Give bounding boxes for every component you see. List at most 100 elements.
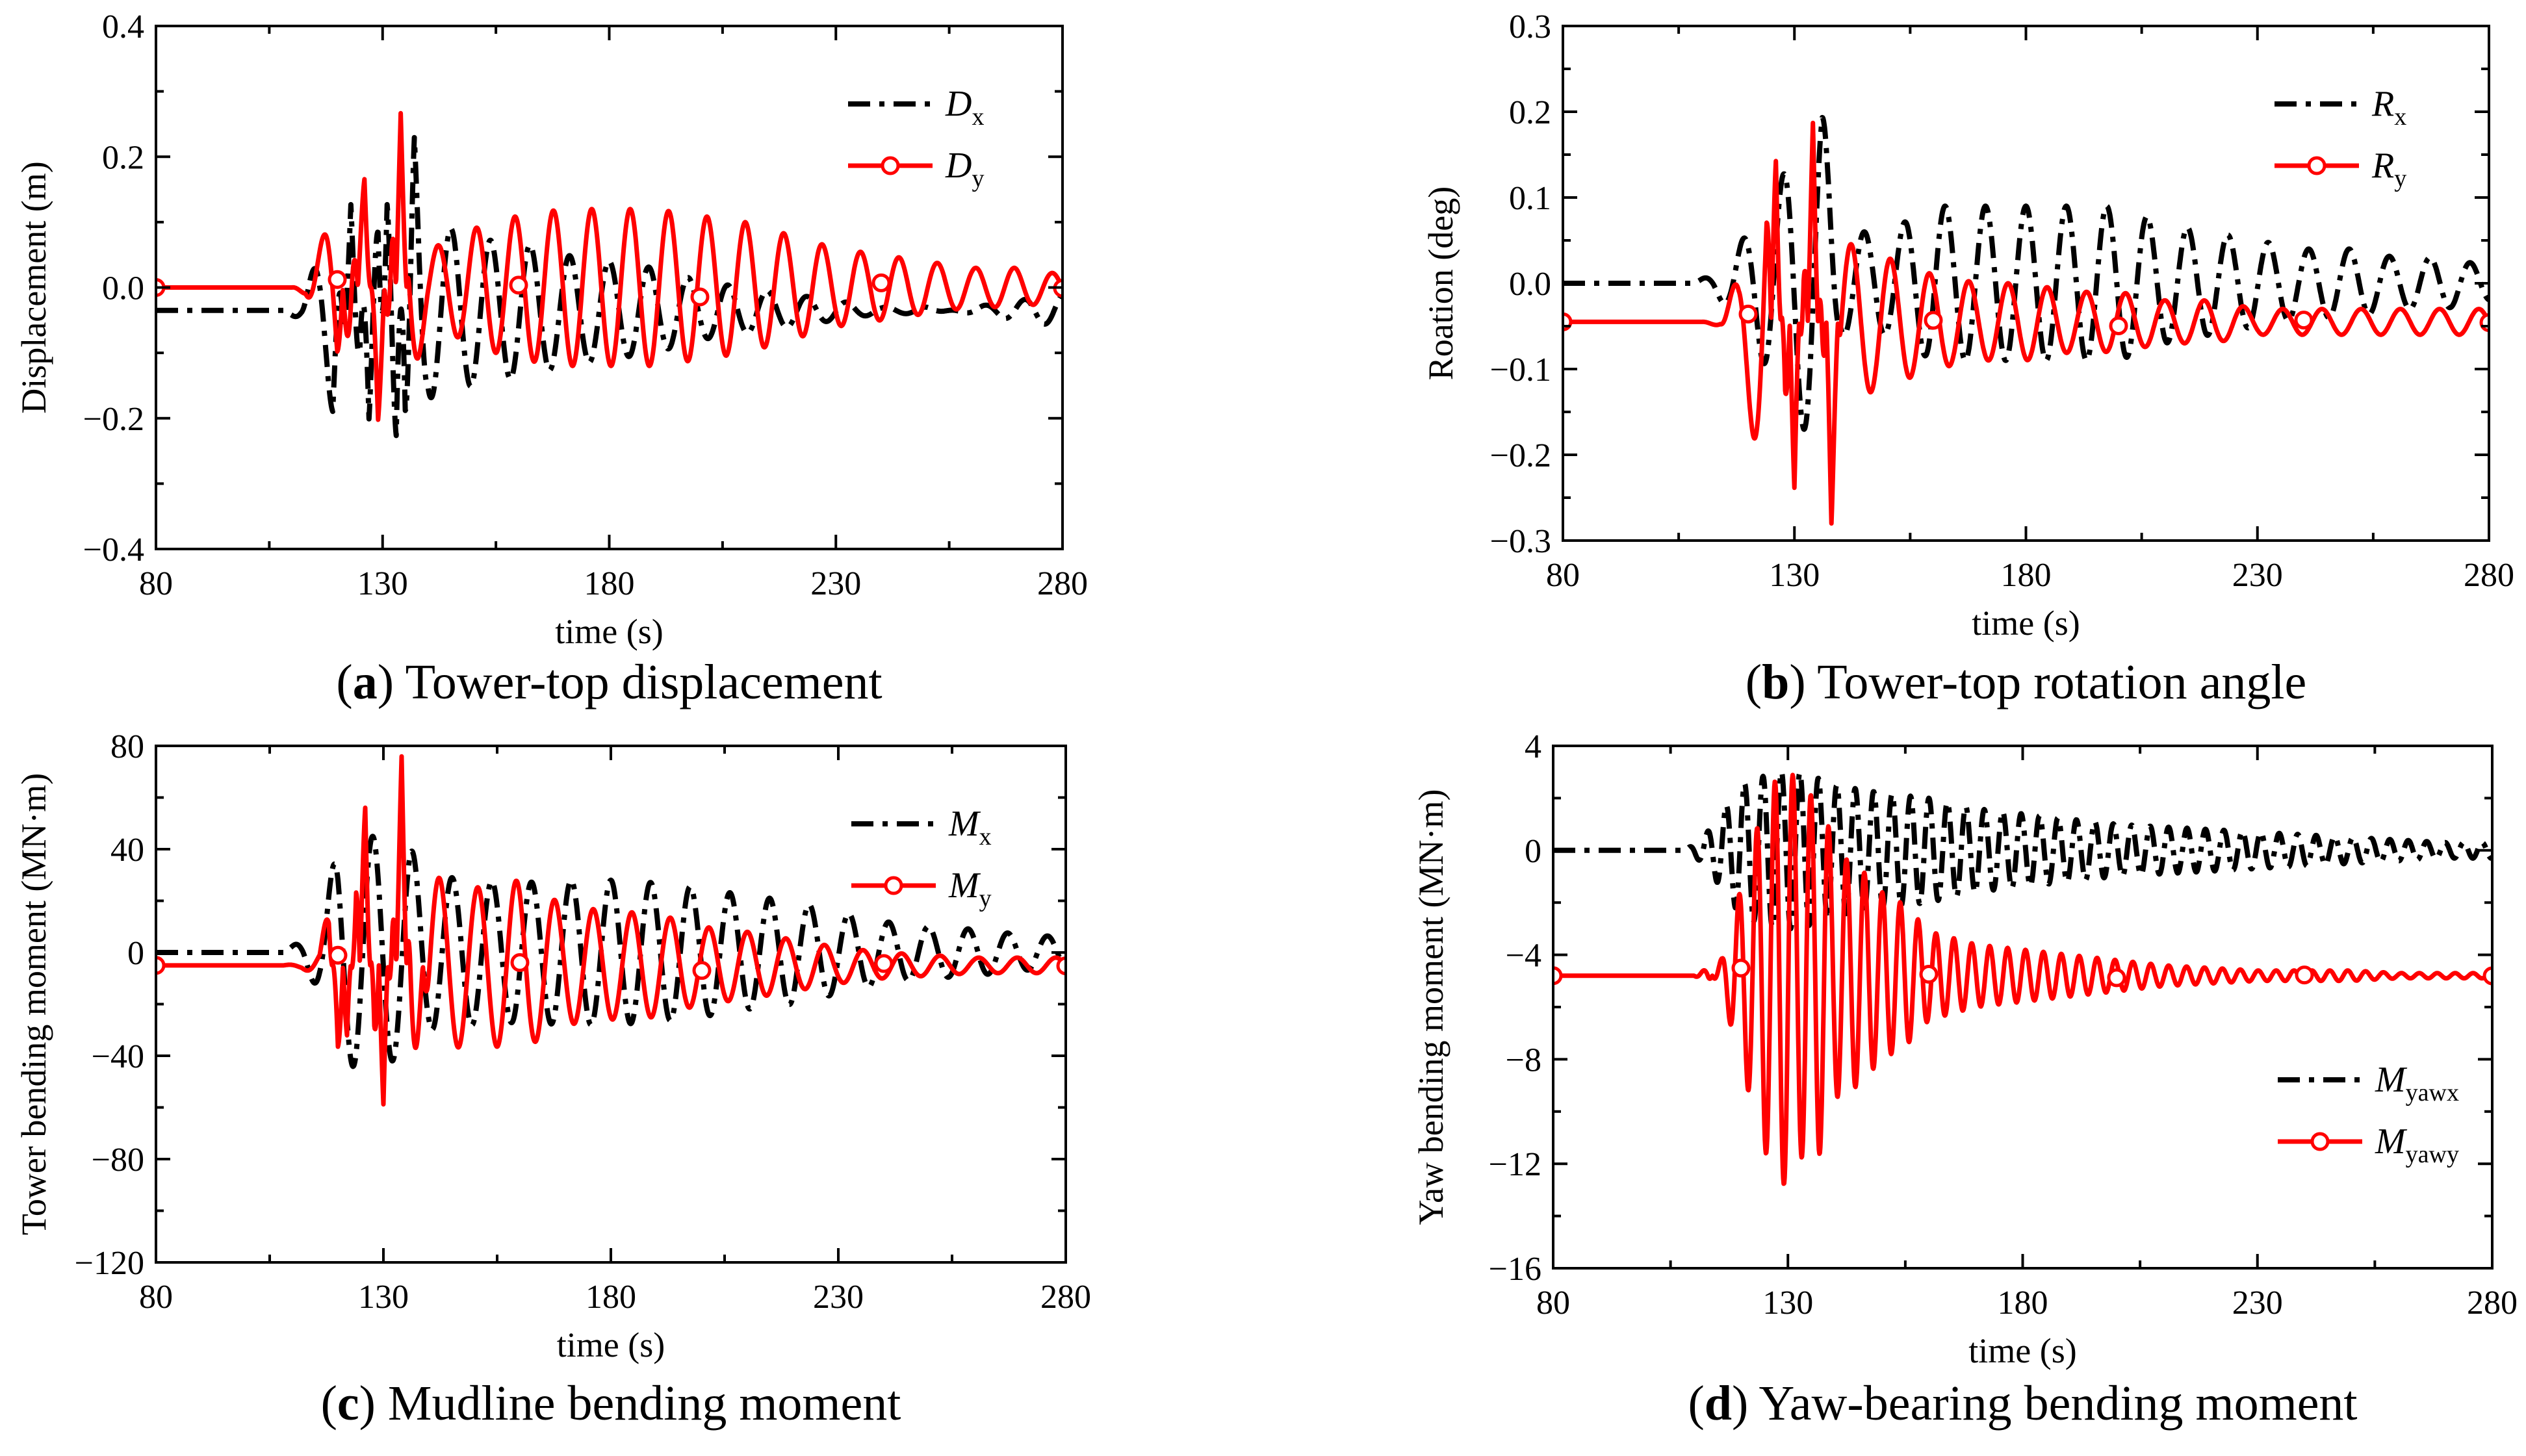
series-line-dy [156, 110, 1063, 422]
legend-entry: Dy [945, 146, 984, 192]
series-marker [2295, 965, 2314, 985]
x-tick-label: 80 [139, 1279, 173, 1316]
legend-entry: Mx [948, 804, 992, 850]
series-marker [874, 954, 894, 973]
series-marker [1924, 311, 1943, 330]
x-tick-label: 180 [586, 1279, 636, 1316]
y-tick-label: 0 [127, 935, 144, 972]
y-axis-label: Yaw bending moment (MN·m) [1411, 789, 1450, 1225]
x-tick-label: 280 [2464, 557, 2514, 594]
series-marker [1919, 965, 1939, 984]
y-tick-label: −0.2 [83, 401, 144, 438]
legend-entry: Rx [2371, 84, 2406, 131]
legend-marker [2307, 156, 2326, 175]
series-line-rx [1563, 114, 2489, 432]
series-marker [692, 961, 712, 980]
series-marker [2482, 966, 2492, 986]
x-axis-label: time (s) [1972, 604, 2080, 643]
x-tick-label: 130 [357, 565, 408, 602]
y-tick-label: 0.4 [102, 8, 144, 45]
legend: Dx Dy [848, 84, 984, 192]
y-tick-label: −40 [92, 1038, 144, 1075]
x-tick-label: 230 [813, 1279, 864, 1316]
x-tick-label: 230 [810, 565, 861, 602]
legend-marker [884, 876, 903, 895]
series-marker [328, 945, 348, 965]
x-axis-label: time (s) [1968, 1331, 2076, 1370]
panel-caption: (b) Tower-top rotation angle [1746, 655, 2306, 709]
plot-frame [1552, 745, 2494, 1270]
legend-entry: Ry [2371, 146, 2406, 192]
y-tick-label: −0.2 [1490, 437, 1551, 474]
series-marker [2294, 311, 2313, 330]
legend-marker [2310, 1132, 2330, 1151]
series-line-ry [1563, 120, 2489, 526]
y-tick-label: −8 [1506, 1041, 1541, 1079]
y-tick-label: −0.3 [1490, 523, 1551, 560]
legend-entry: Dx [945, 84, 984, 131]
series-line-my [156, 754, 1066, 1107]
panel-caption: (a) Tower-top displacement [336, 655, 882, 709]
legend: Myawx Myawy [2278, 1060, 2459, 1168]
y-tick-label: 80 [110, 728, 144, 765]
legend-entry: Myawx [2375, 1060, 2459, 1106]
y-tick-label: −12 [1489, 1146, 1541, 1183]
x-tick-label: 80 [1536, 1284, 1570, 1322]
y-tick-label: −4 [1506, 938, 1541, 975]
y-tick-label: 0.2 [102, 139, 144, 176]
x-tick-label: 280 [1040, 1279, 1091, 1316]
y-tick-label: −120 [75, 1245, 144, 1282]
x-tick-label: 180 [1998, 1284, 2048, 1322]
y-tick-label: 0 [1525, 833, 1541, 870]
series-marker [328, 270, 347, 289]
series-marker [1738, 304, 1758, 324]
panel-b: 80 130 180 230 280 −0.3 −0.2 −0.1 0.0 0.1 0.2 0.3 ti… [1421, 8, 2514, 709]
series-line-myawx [1553, 769, 2492, 932]
series-marker [1553, 966, 1563, 986]
series-group [156, 754, 1066, 1107]
panel-caption: (d) Yaw-bearing bending moment [1688, 1376, 2357, 1431]
series-marker [1731, 958, 1751, 978]
x-tick-label: 130 [1762, 1284, 1813, 1322]
panel-caption: (c) Mudline bending moment [321, 1376, 901, 1431]
y-tick-label: −16 [1489, 1251, 1541, 1288]
y-tick-label: 0.0 [102, 270, 144, 307]
x-tick-label: 130 [358, 1279, 409, 1316]
y-tick-label: 0.1 [1509, 180, 1551, 217]
legend-entry: My [948, 865, 992, 912]
series-marker [509, 275, 528, 295]
series-marker [2109, 316, 2128, 335]
x-axis-label: time (s) [555, 612, 663, 651]
y-tick-label: −80 [92, 1142, 144, 1179]
x-tick-label: 230 [2232, 557, 2283, 594]
panel-a: 80 130 180 230 280 −0.4 −0.2 0.0 0.2 0.4 time (s) D… [14, 8, 1088, 709]
plot-frame [1562, 25, 2490, 542]
x-tick-label: 80 [1546, 557, 1580, 594]
y-axis-label: Roation (deg) [1421, 186, 1460, 380]
y-tick-label: 0.3 [1509, 8, 1551, 45]
y-tick-label: 0.0 [1509, 266, 1551, 303]
y-axis-label: Tower bending moment (MN·m) [14, 773, 53, 1236]
series-marker [2107, 968, 2126, 988]
y-tick-label: 4 [1525, 728, 1541, 765]
panel-c: 80 130 180 230 280 −120 −80 −40 0 40 80 time (s) Tow… [14, 728, 1091, 1431]
x-tick-label: 180 [584, 565, 635, 602]
x-tick-label: 230 [2232, 1284, 2283, 1322]
legend: Rx Ry [2275, 84, 2406, 192]
x-tick-label: 80 [139, 565, 173, 602]
y-tick-label: 40 [110, 832, 144, 869]
legend-marker [881, 156, 900, 175]
series-line-mx [156, 834, 1066, 1069]
series-marker [871, 273, 891, 292]
x-tick-label: 180 [2001, 557, 2052, 594]
legend: Mx My [851, 804, 992, 912]
x-tick-label: 280 [2467, 1284, 2518, 1322]
y-axis-label: Displacement (m) [14, 161, 53, 413]
series-marker [510, 953, 530, 973]
series-marker [1056, 956, 1066, 976]
y-tick-label: −0.1 [1490, 351, 1551, 389]
y-tick-label: 0.2 [1509, 94, 1551, 131]
series-group [156, 110, 1063, 439]
legend-entry: Myawy [2375, 1121, 2459, 1168]
